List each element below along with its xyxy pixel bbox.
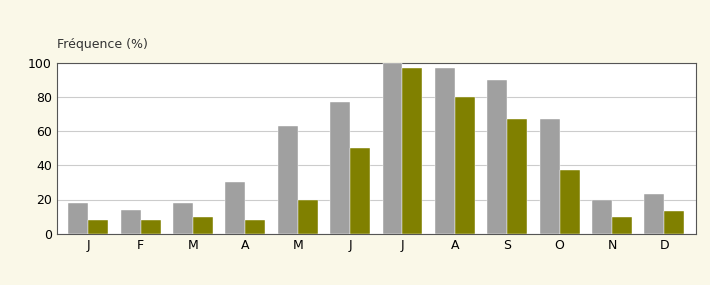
Bar [645, 194, 665, 234]
Bar [68, 203, 88, 234]
Bar [455, 97, 475, 234]
Bar [487, 80, 507, 234]
Bar [559, 170, 579, 234]
Bar [226, 182, 246, 234]
Bar [278, 126, 297, 234]
Bar [403, 68, 422, 234]
Bar [88, 220, 108, 234]
Bar [246, 220, 266, 234]
Bar [665, 211, 684, 234]
Bar [507, 119, 527, 234]
Bar [141, 220, 160, 234]
Bar [121, 210, 141, 234]
Bar [193, 217, 213, 234]
Bar [435, 68, 455, 234]
Bar [350, 148, 370, 234]
Bar [592, 200, 612, 234]
Bar [612, 217, 632, 234]
Bar [173, 203, 193, 234]
Bar [383, 63, 403, 234]
Bar [297, 200, 317, 234]
Bar [540, 119, 559, 234]
Text: Fréquence (%): Fréquence (%) [57, 38, 148, 51]
Bar [330, 102, 350, 234]
